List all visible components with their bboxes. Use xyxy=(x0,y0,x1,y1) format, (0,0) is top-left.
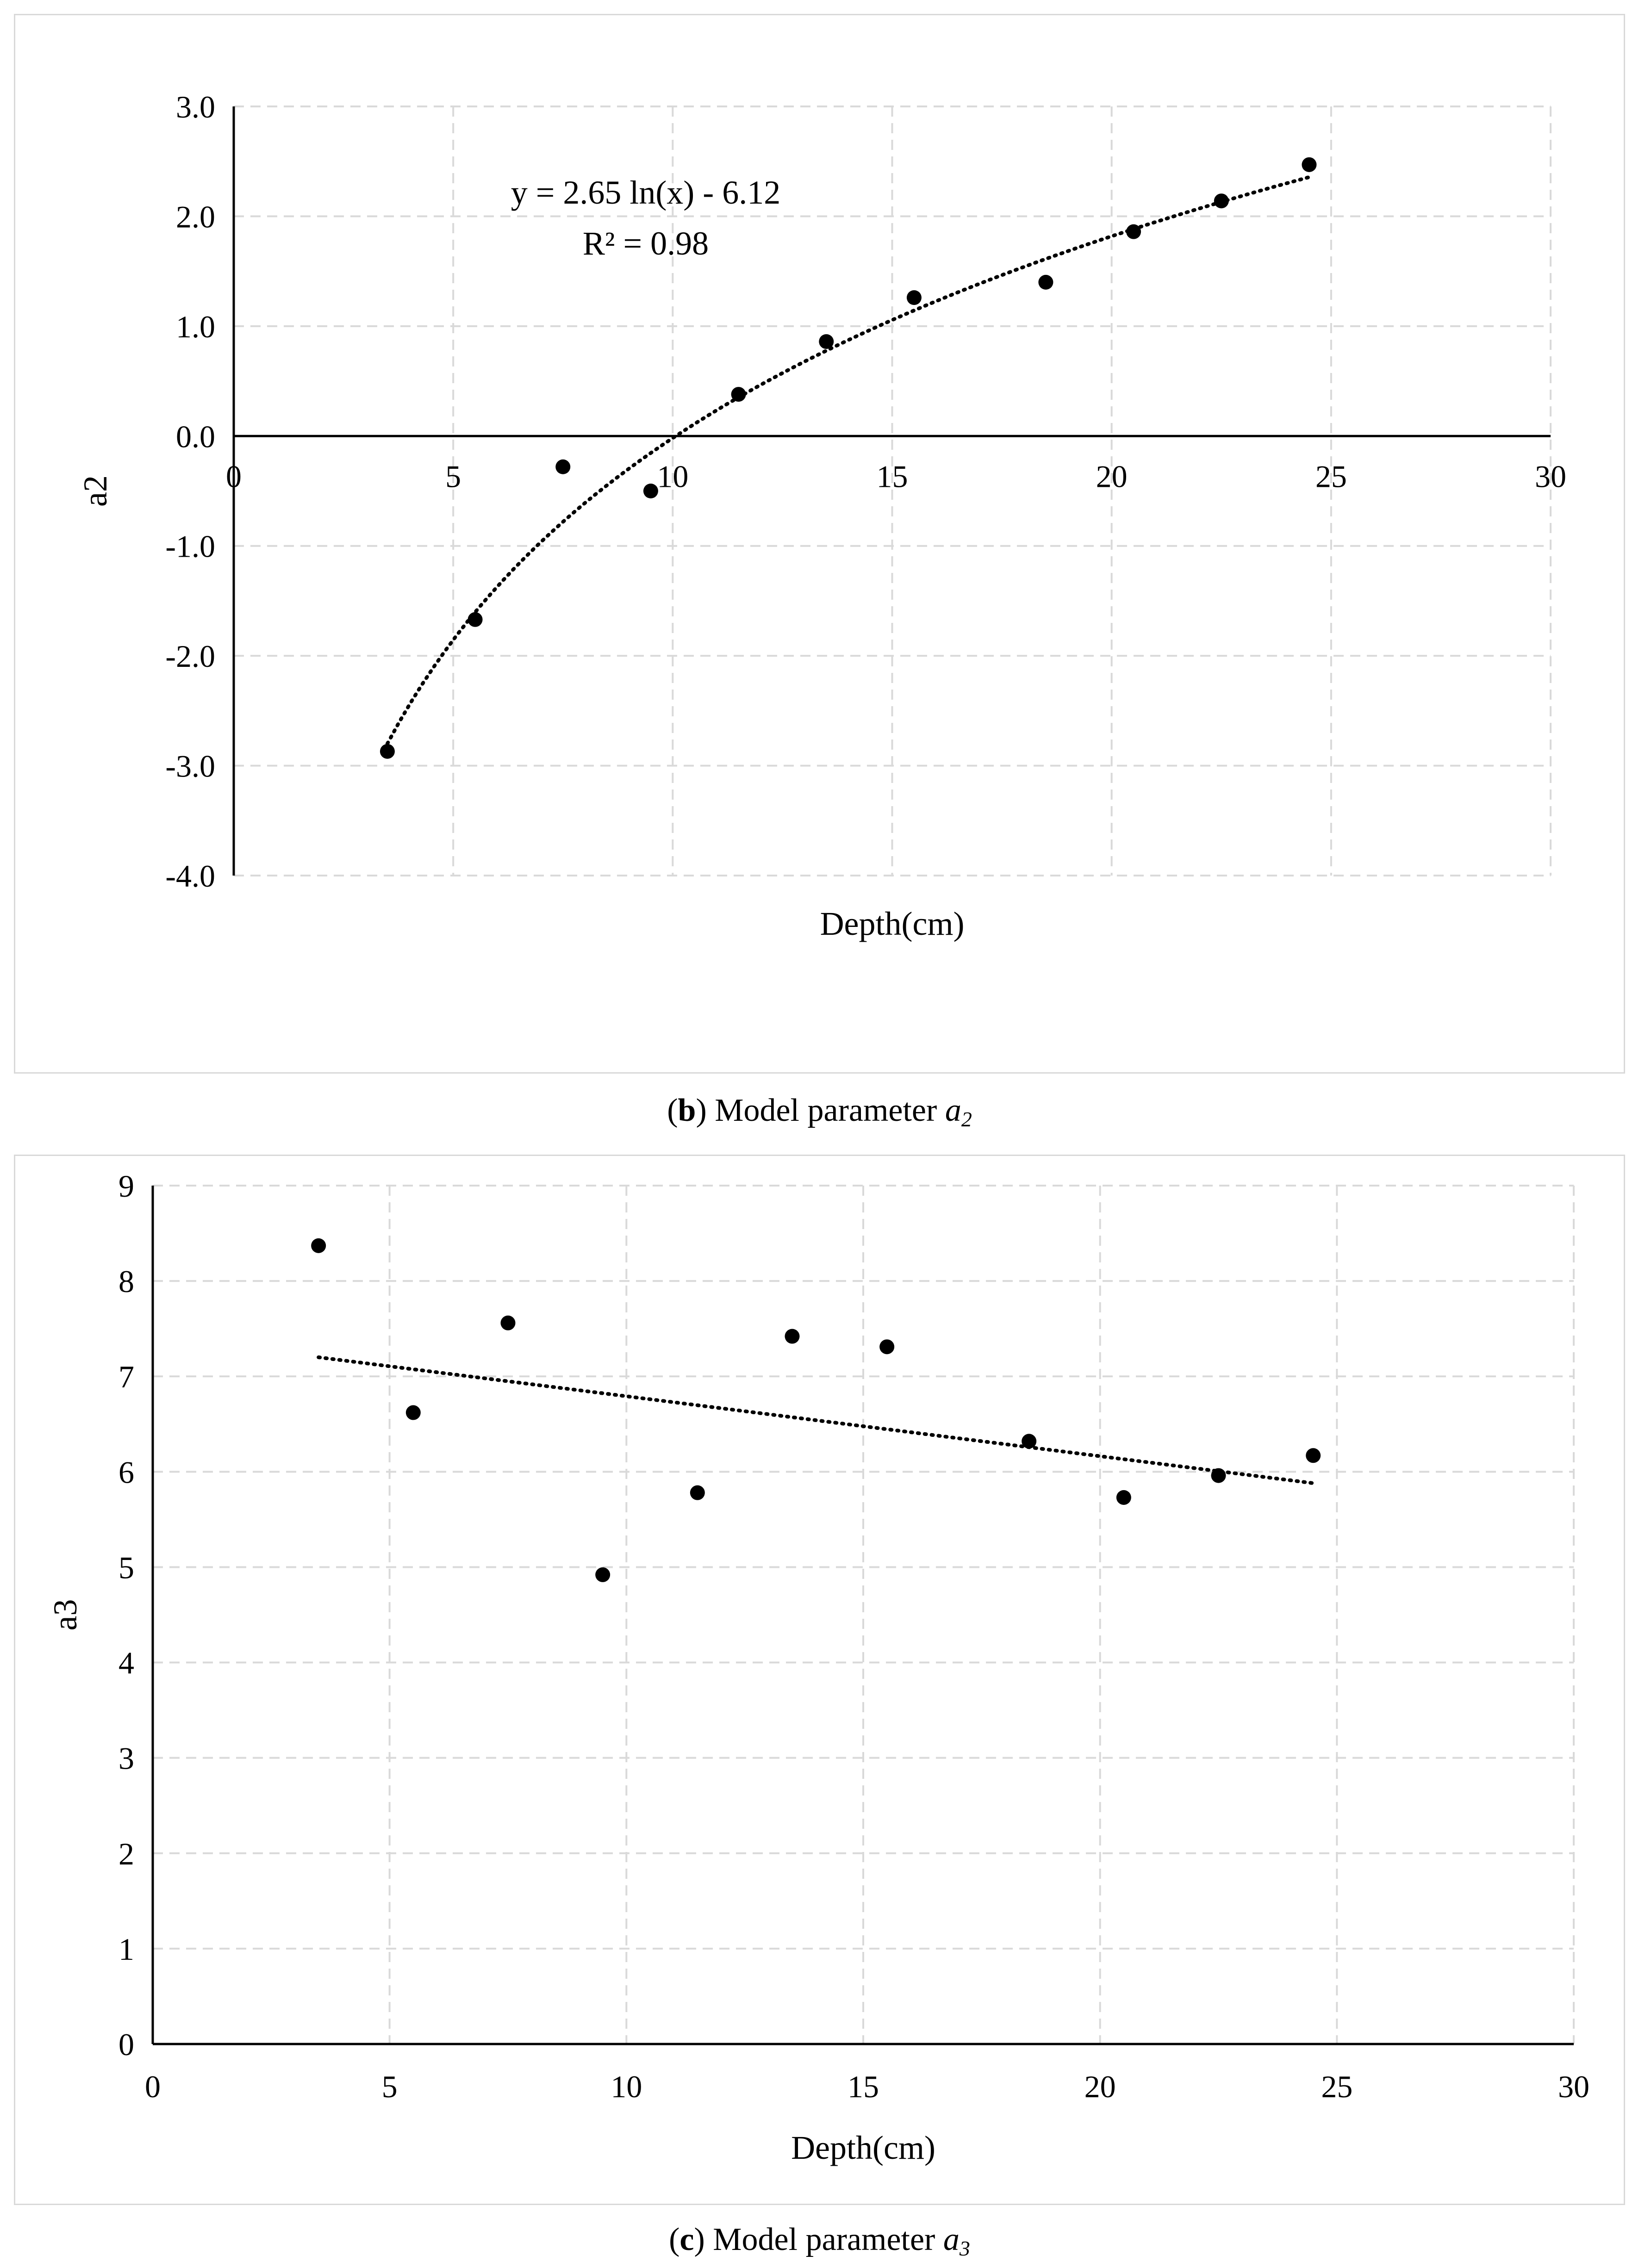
y-tick-label: 5 xyxy=(118,1550,134,1585)
data-point xyxy=(1116,1490,1131,1505)
data-point xyxy=(1302,157,1317,172)
y-tick-label: 9 xyxy=(118,1168,134,1204)
caption-b-label: b xyxy=(678,1093,696,1128)
chart-c: 0 1 2 3 4 5 6 7 8 9 0 5 10 15 20 25 30 Depth(cm) a3 xyxy=(47,1168,1589,2166)
x-tick-label: 10 xyxy=(611,2069,642,2104)
data-point xyxy=(1306,1448,1321,1463)
x-tick-label: 15 xyxy=(848,2069,879,2104)
y-tick-label: -1.0 xyxy=(165,529,215,564)
y-tick-label: 3 xyxy=(118,1741,134,1776)
data-point xyxy=(1038,274,1053,290)
y-axis-title: a2 xyxy=(77,475,114,507)
caption-b-text: ) Model parameter xyxy=(696,1093,945,1128)
x-tick-label: 25 xyxy=(1321,2069,1352,2104)
x-tick-label: 10 xyxy=(657,459,688,494)
trendline xyxy=(317,1355,1315,1485)
x-tick-label: 15 xyxy=(877,459,908,494)
y-tick-label: 7 xyxy=(118,1359,134,1394)
y-tick-label: 8 xyxy=(118,1264,134,1299)
data-point xyxy=(380,744,395,759)
caption-c-subscript: 3 xyxy=(959,2237,970,2260)
caption-b: (b) Model parameter a2 xyxy=(667,1093,972,1131)
y-tick-label: 3.0 xyxy=(176,89,215,124)
data-point xyxy=(555,459,571,474)
x-tick-label: 20 xyxy=(1096,459,1128,494)
y-tick-label: -2.0 xyxy=(165,639,215,674)
r-squared-label: R² = 0.98 xyxy=(583,225,709,262)
y-axis-title: a3 xyxy=(47,1599,84,1631)
caption-c-label: c xyxy=(679,2222,694,2257)
trendline-equation: y = 2.65 ln(x) - 6.12 xyxy=(511,174,781,211)
x-tick-label: 5 xyxy=(445,459,461,494)
x-tick-label: 20 xyxy=(1084,2069,1116,2104)
data-point xyxy=(643,484,658,498)
chart-panel-b xyxy=(14,14,1625,1074)
y-tick-label: 4 xyxy=(118,1646,134,1681)
caption-c-symbol: a xyxy=(943,2222,960,2257)
data-point xyxy=(1211,1468,1226,1483)
x-axis-title: Depth(cm) xyxy=(820,905,965,942)
data-point xyxy=(595,1567,611,1582)
data-point xyxy=(500,1315,516,1330)
caption-c-text: ) Model parameter xyxy=(694,2222,943,2257)
y-tick-label: 0 xyxy=(118,2027,134,2062)
x-tick-label: 0 xyxy=(226,459,242,494)
data-point xyxy=(690,1485,705,1500)
data-point xyxy=(879,1339,895,1355)
data-point xyxy=(467,612,483,627)
data-point xyxy=(1126,224,1141,239)
y-tick-label: 6 xyxy=(118,1454,134,1490)
trendline xyxy=(385,175,1311,746)
data-point xyxy=(731,387,746,402)
data-point xyxy=(785,1329,800,1344)
data-point xyxy=(1022,1434,1037,1449)
y-tick-label: -4.0 xyxy=(165,858,215,894)
y-tick-label: -3.0 xyxy=(165,749,215,784)
chart-panel-c xyxy=(14,1155,1625,2205)
x-tick-label: 5 xyxy=(382,2069,398,2104)
data-point xyxy=(906,290,922,305)
x-tick-label: 30 xyxy=(1535,459,1566,494)
x-tick-label: 30 xyxy=(1558,2069,1589,2104)
chart-b: -4.0 -3.0 -2.0 -1.0 0.0 1.0 2.0 3.0 0 5 10 15 20 25 30… xyxy=(77,89,1566,942)
y-tick-label: 1.0 xyxy=(176,309,215,344)
caption-c: (c) Model parameter a3 xyxy=(669,2222,970,2260)
y-tick-label: 2 xyxy=(118,1836,134,1871)
data-point xyxy=(405,1405,421,1420)
y-tick-label: 1 xyxy=(118,1932,134,1967)
x-axis-title: Depth(cm) xyxy=(791,2129,935,2166)
x-tick-label: 25 xyxy=(1315,459,1347,494)
x-tick-label: 0 xyxy=(145,2069,161,2104)
caption-b-subscript: 2 xyxy=(961,1107,972,1131)
data-point xyxy=(1214,193,1229,209)
caption-b-symbol: a xyxy=(945,1093,961,1128)
data-point xyxy=(819,334,834,349)
y-tick-label: 2.0 xyxy=(176,199,215,234)
data-point xyxy=(311,1238,326,1253)
y-tick-label: 0.0 xyxy=(176,419,215,454)
